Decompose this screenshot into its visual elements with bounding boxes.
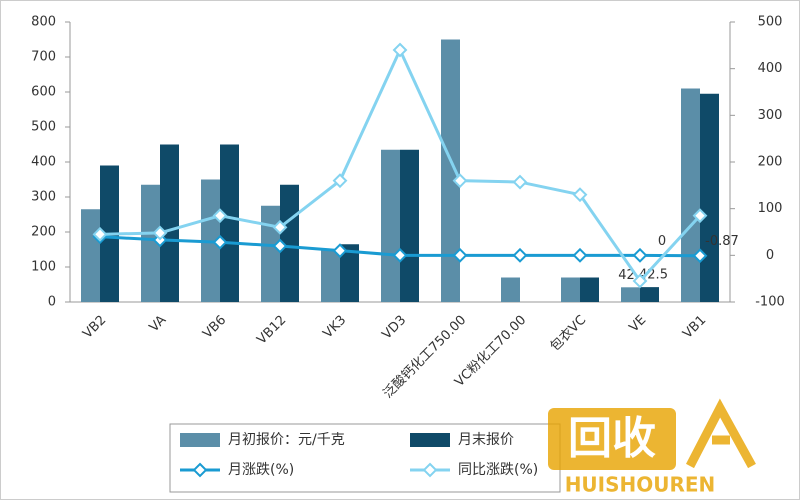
bar xyxy=(220,144,239,302)
watermark-logo: 回收 xyxy=(568,413,656,464)
legend-label: 月末报价 xyxy=(458,432,514,448)
bar xyxy=(160,144,179,302)
legend-marker xyxy=(422,462,438,478)
y2-tick-label: -100 xyxy=(755,295,785,310)
watermark-icon xyxy=(686,398,756,469)
bar xyxy=(340,244,359,302)
data-label: 42 xyxy=(618,268,635,283)
x-tick-label: VA xyxy=(147,313,170,336)
legend-label: 月涨跌(%) xyxy=(228,462,294,478)
watermark: 回收 HUISHOUREN xyxy=(548,398,756,497)
line-marker xyxy=(392,247,408,263)
bar xyxy=(580,277,599,302)
x-tick-label: VB1 xyxy=(680,313,709,342)
x-tick-label: VB12 xyxy=(254,313,289,348)
line-marker xyxy=(692,248,708,264)
x-tick-label: VD3 xyxy=(379,313,409,343)
bar xyxy=(561,277,580,302)
line-marker xyxy=(572,187,588,203)
line-marker xyxy=(632,273,648,289)
legend-swatch xyxy=(180,433,220,447)
data-label: 42.5 xyxy=(639,268,668,283)
line-marker xyxy=(332,243,348,259)
y2-tick-label: 0 xyxy=(766,248,774,263)
line-marker xyxy=(512,174,528,190)
data-label: 0 xyxy=(658,234,666,249)
line-marker xyxy=(512,247,528,263)
legend-label: 同比涨跌(%) xyxy=(458,462,538,478)
line-marker xyxy=(92,226,108,242)
bar xyxy=(381,149,400,302)
y-tick-label: 600 xyxy=(31,85,56,100)
bar xyxy=(621,287,640,302)
y-tick-label: 400 xyxy=(31,155,56,170)
bar xyxy=(261,205,280,302)
bar xyxy=(141,184,160,302)
watermark-brand: HUISHOUREN xyxy=(565,473,716,497)
line-marker xyxy=(632,247,648,263)
y-tick-label: 800 xyxy=(31,15,56,30)
bar xyxy=(640,287,659,302)
line-marker xyxy=(572,247,588,263)
line-marker xyxy=(452,247,468,263)
y-tick-label: 100 xyxy=(31,260,56,275)
legend-label: 月初报价：元/千克 xyxy=(228,431,345,448)
data-label: -0.87 xyxy=(705,234,739,249)
bar xyxy=(501,277,520,302)
y2-tick-label: 300 xyxy=(758,108,783,123)
bar xyxy=(681,88,700,302)
line-marker xyxy=(452,173,468,189)
bar xyxy=(441,39,460,302)
line-marker xyxy=(692,208,708,224)
legend-marker xyxy=(192,462,208,478)
line-marker xyxy=(392,42,408,58)
legend-box xyxy=(169,423,561,493)
x-tick-label: 包衣VC xyxy=(547,312,589,354)
bar xyxy=(280,184,299,302)
x-tick-label: VB2 xyxy=(80,313,109,342)
line-marker xyxy=(152,225,168,241)
watermark-badge xyxy=(548,408,676,470)
x-tick-label: VB6 xyxy=(200,313,229,342)
line-marker xyxy=(272,238,288,254)
y-tick-label: 300 xyxy=(31,190,56,205)
y-tick-label: 200 xyxy=(31,225,56,240)
y-tick-label: 500 xyxy=(31,120,56,135)
bar xyxy=(700,93,719,302)
line-marker xyxy=(332,173,348,189)
x-tick-label: VE xyxy=(627,313,650,336)
line-marker xyxy=(212,208,228,224)
line-marker xyxy=(212,234,228,250)
y-tick-label: 700 xyxy=(31,50,56,65)
bar xyxy=(400,149,419,302)
y2-tick-label: 500 xyxy=(758,15,783,30)
y2-tick-label: 200 xyxy=(758,155,783,170)
bar xyxy=(81,209,100,302)
y2-tick-label: 400 xyxy=(758,61,783,76)
legend-swatch xyxy=(410,433,450,447)
y-tick-label: 0 xyxy=(48,295,56,310)
bar xyxy=(321,249,340,302)
x-tick-label: VK3 xyxy=(321,313,350,342)
line-marker xyxy=(272,219,288,235)
y2-tick-label: 100 xyxy=(758,201,783,216)
